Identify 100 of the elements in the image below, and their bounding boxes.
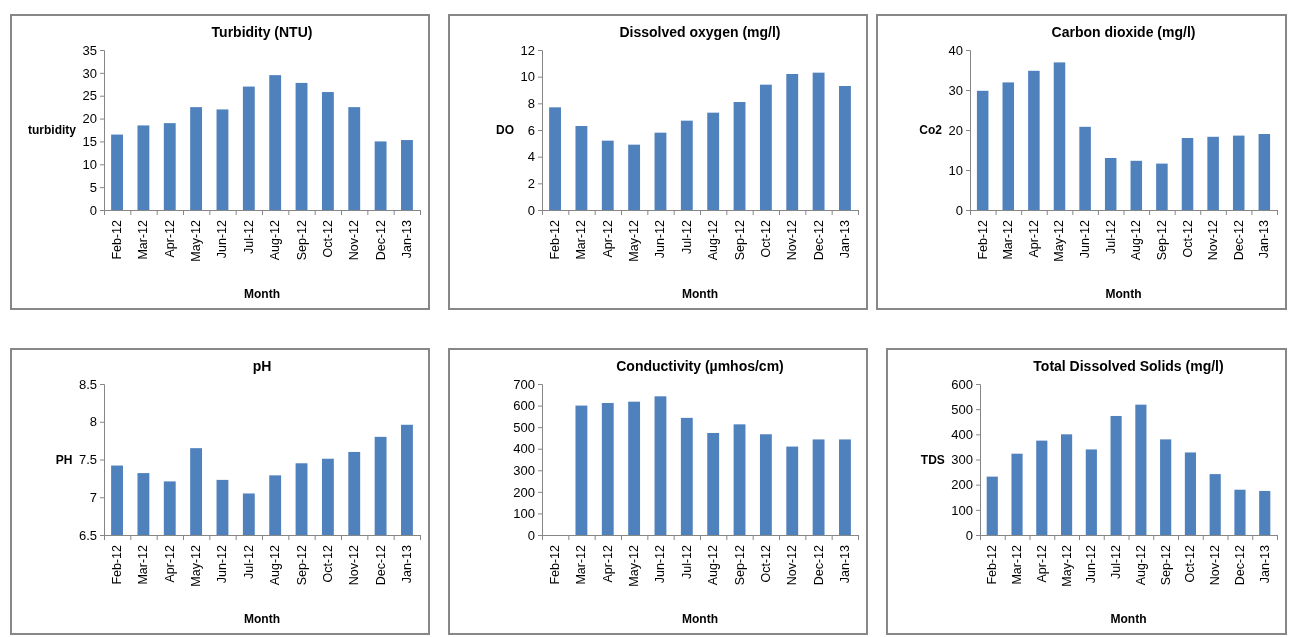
- x-tick-label: Feb-12: [110, 219, 125, 260]
- bar: [654, 132, 667, 210]
- x-tick-label: Aug-12: [706, 544, 721, 586]
- x-tick-label: Sep-12: [294, 219, 309, 261]
- bar: [839, 86, 851, 210]
- x-tick-label: Sep-12: [732, 544, 747, 586]
- bar: [1061, 434, 1073, 535]
- bar: [1181, 138, 1194, 210]
- y-tick-label: 12: [520, 42, 535, 58]
- x-tick-label: Dec-12: [373, 544, 388, 586]
- x-tick-label: Dec-12: [811, 544, 826, 586]
- bar: [680, 417, 693, 535]
- x-tick-label: Jan-13: [837, 544, 852, 584]
- bar: [269, 75, 282, 210]
- x-tick-label: Feb-12: [548, 544, 563, 585]
- bar: [549, 107, 561, 210]
- x-tick-label: Jul-12: [241, 219, 256, 255]
- y-tick-label: 5: [89, 179, 97, 195]
- bar: [628, 144, 641, 210]
- bar: [680, 120, 693, 210]
- y-tick-label: 35: [82, 42, 97, 58]
- bar: [1110, 415, 1122, 535]
- x-tick-label: Jun-12: [653, 544, 668, 584]
- x-tick-label: Jan-13: [1257, 544, 1272, 584]
- x-tick-label: Jul-12: [1103, 219, 1118, 255]
- chart-title: Total Dissolved Solids (mg/l): [1033, 358, 1224, 374]
- bar: [1085, 449, 1097, 535]
- x-tick-label: Jan-13: [1257, 219, 1272, 259]
- x-axis-title: Month: [682, 287, 718, 301]
- y-tick-label: 100: [951, 502, 973, 518]
- chart-title: Conductivity (µmhos/cm): [616, 358, 784, 374]
- x-tick-label: Feb-12: [975, 219, 990, 260]
- bar: [1011, 453, 1023, 535]
- y-tick-label: 400: [513, 441, 535, 457]
- x-tick-label: Nov-12: [347, 219, 362, 261]
- x-tick-label: Aug-12: [706, 219, 721, 261]
- y-tick-label: 0: [955, 202, 963, 218]
- bar: [839, 439, 851, 535]
- x-tick-label: Dec-12: [811, 219, 826, 261]
- x-axis-title: Month: [244, 612, 280, 626]
- y-tick-label: 200: [951, 477, 973, 493]
- x-tick-label: Oct-12: [758, 544, 773, 583]
- x-tick-label: Nov-12: [1206, 219, 1221, 261]
- x-tick-label: Apr-12: [1026, 219, 1041, 258]
- y-tick-label: 600: [951, 376, 973, 392]
- bar: [601, 140, 614, 210]
- chart-title: pH: [252, 358, 272, 374]
- bar: [759, 84, 772, 210]
- x-tick-label: May-12: [627, 219, 642, 262]
- y-tick-label: 8: [89, 414, 97, 430]
- x-tick-label: May-12: [627, 544, 642, 587]
- x-tick-label: Jul-12: [1109, 544, 1124, 580]
- x-tick-label: Feb-12: [110, 544, 125, 585]
- x-tick-label: Mar-12: [1010, 544, 1025, 585]
- x-tick-label: Apr-12: [162, 219, 177, 258]
- bar: [401, 140, 413, 210]
- x-tick-label: May-12: [189, 219, 204, 262]
- x-tick-label: Mar-12: [136, 544, 151, 585]
- x-tick-label: Aug-12: [1129, 219, 1144, 261]
- x-tick-label: Sep-12: [294, 544, 309, 586]
- chart-title: Carbon dioxide (mg/l): [1051, 24, 1196, 40]
- bar: [812, 439, 825, 535]
- bar: [321, 92, 334, 210]
- bar: [1135, 404, 1147, 535]
- bar: [1207, 136, 1219, 210]
- bar: [1209, 474, 1221, 535]
- x-axis-title: Month: [244, 287, 280, 301]
- y-tick-label: 2: [527, 175, 535, 191]
- x-tick-label: Feb-12: [548, 219, 563, 260]
- x-tick-label: Apr-12: [600, 219, 615, 258]
- bar: [1156, 163, 1168, 210]
- bar: [216, 109, 229, 210]
- x-tick-label: Mar-12: [1001, 219, 1016, 260]
- bar: [1002, 82, 1015, 210]
- bar: [1036, 440, 1048, 535]
- x-tick-label: Mar-12: [136, 219, 151, 260]
- bar: [976, 90, 989, 210]
- y-tick-label: 10: [520, 69, 535, 85]
- bar: [628, 401, 641, 535]
- bar: [986, 476, 998, 535]
- bar: [242, 86, 255, 210]
- x-tick-label: Nov-12: [347, 544, 362, 586]
- x-tick-label: Oct-12: [320, 219, 335, 258]
- y-tick-label: 4: [527, 149, 535, 165]
- x-tick-label: Nov-12: [785, 544, 800, 586]
- x-axis-title: Month: [1105, 287, 1142, 301]
- bar: [1258, 134, 1271, 210]
- bar: [163, 123, 176, 210]
- chart-title: Dissolved oxygen (mg/l): [619, 24, 781, 40]
- bar: [1234, 489, 1246, 535]
- bar: [295, 82, 308, 210]
- y-tick-label: 30: [82, 65, 97, 81]
- x-tick-label: Mar-12: [574, 219, 589, 260]
- bar: [1259, 490, 1271, 535]
- bar: [812, 72, 825, 210]
- x-tick-label: Sep-12: [1154, 219, 1169, 261]
- x-tick-label: May-12: [189, 544, 204, 587]
- y-tick-label: 500: [513, 419, 535, 435]
- y-tick-label: 10: [948, 162, 963, 178]
- y-tick-label: 6: [527, 122, 535, 138]
